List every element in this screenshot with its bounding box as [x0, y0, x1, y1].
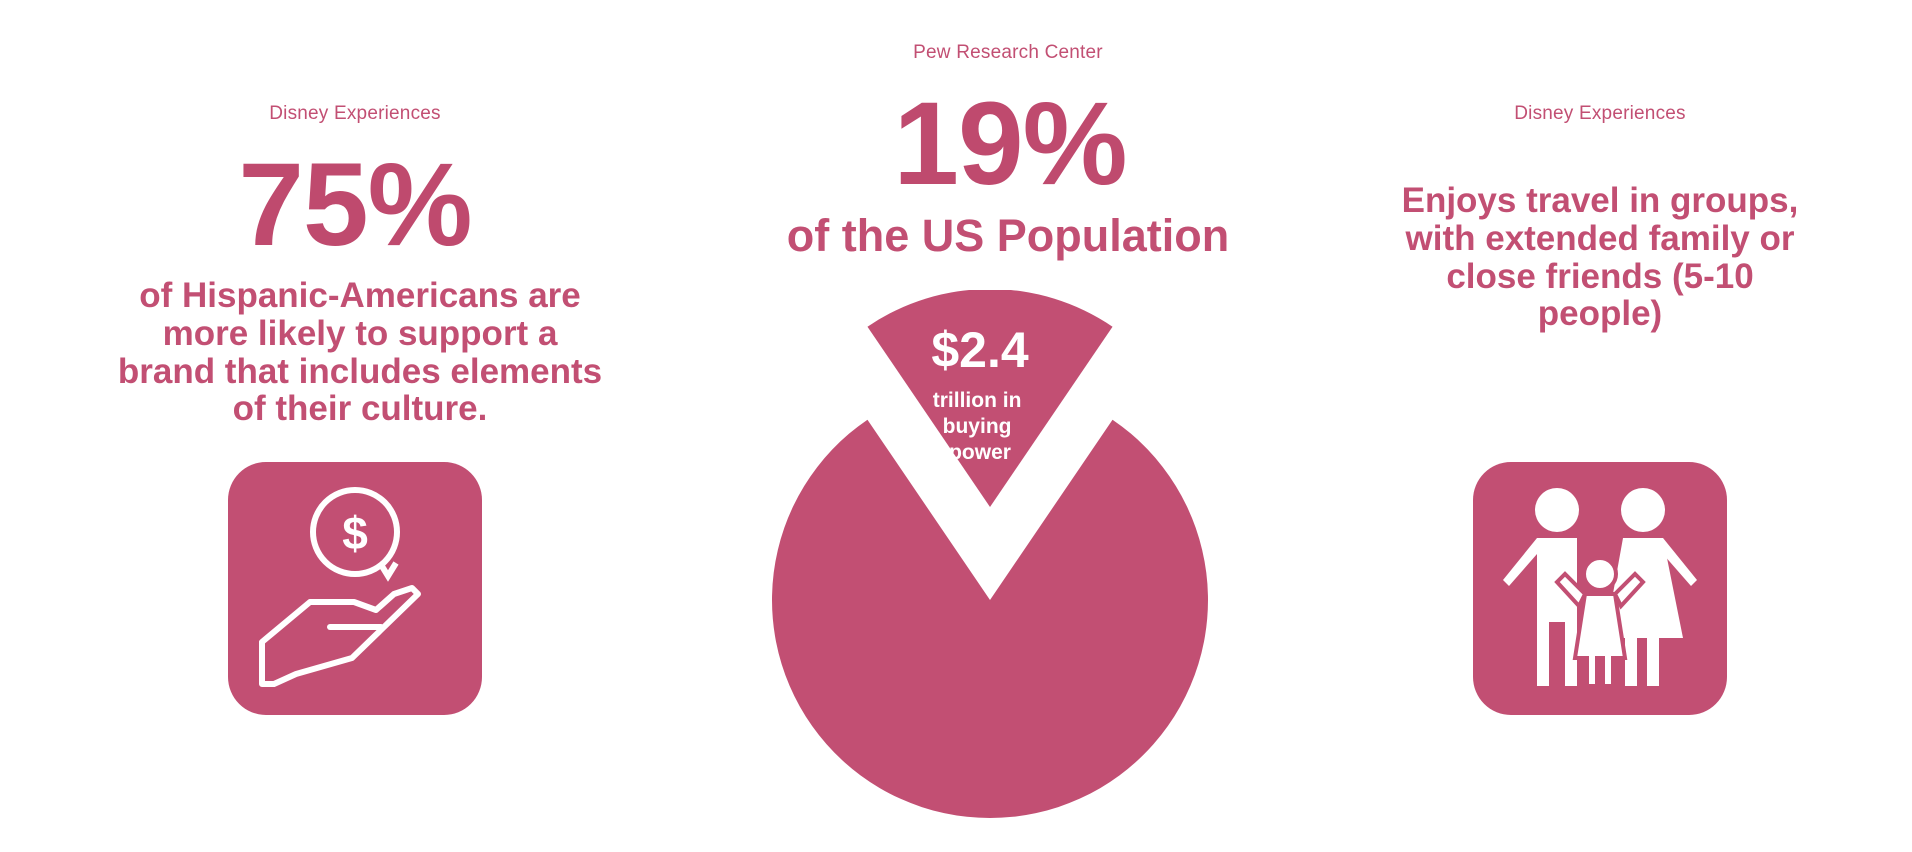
left-description: of Hispanic-Americans are more likely to…: [117, 276, 603, 429]
population-label: of the US Population: [786, 210, 1230, 261]
right-source-label: Disney Experiences: [1514, 103, 1686, 124]
family-icon: [1473, 462, 1727, 715]
svg-text:$: $: [342, 507, 368, 559]
left-stat-value: 75%: [238, 139, 472, 271]
slice-value-label: $2.4: [931, 322, 1029, 378]
center-source-label: Pew Research Center: [913, 42, 1103, 63]
money-hand-icon: $: [228, 462, 482, 715]
pie-chart: $2.4 trillion in buying power: [760, 289, 1220, 830]
right-description: Enjoys travel in groups, with extended f…: [1401, 181, 1799, 334]
slice-caption-line-2: buying: [943, 415, 1012, 438]
pie-chart-svg: $2.4 trillion in buying power: [772, 289, 1208, 818]
slice-caption-line-1: trillion in: [933, 389, 1022, 412]
pie-slice-highlight: [867, 289, 1113, 507]
money-hand-tile-icon: $: [228, 462, 482, 715]
left-source-label: Disney Experiences: [269, 103, 441, 124]
slice-caption-line-3: power: [949, 441, 1011, 464]
slice-caption-label: trillion in buying power: [933, 389, 1028, 464]
family-tile-icon: [1473, 462, 1727, 715]
pie-slice-main: [772, 419, 1208, 818]
center-stat-value: 19%: [893, 78, 1127, 210]
